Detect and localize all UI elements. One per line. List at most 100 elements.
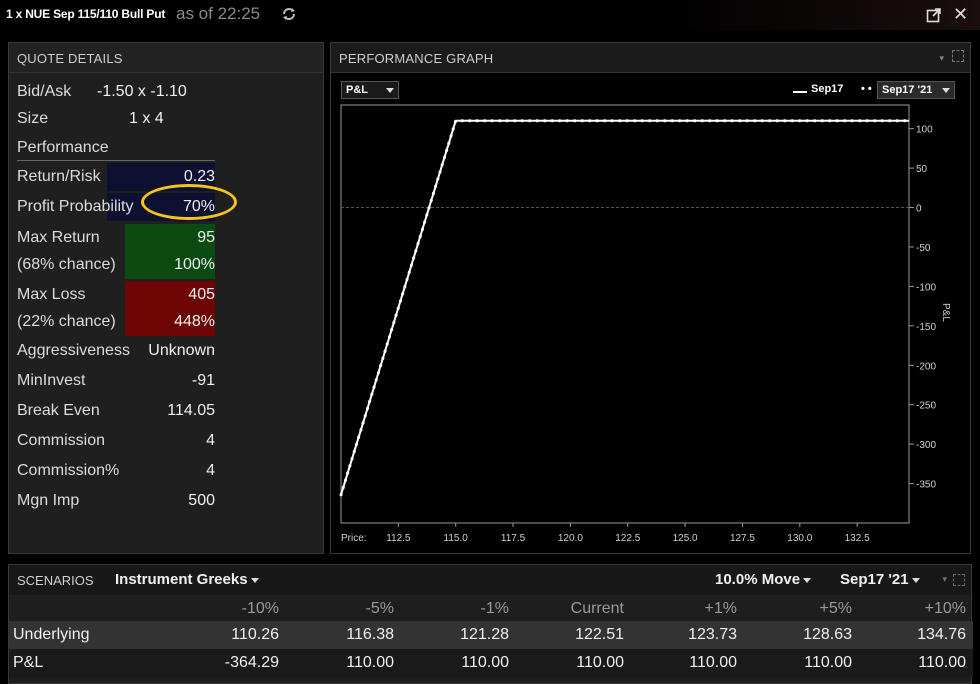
- chart-plot-area: [340, 104, 910, 524]
- expiry-dropdown-label: Sep17 '21: [882, 84, 933, 96]
- performance-section-label: Performance: [17, 139, 109, 156]
- commission-value: 4: [206, 432, 215, 449]
- window-title: 1 x NUE Sep 115/110 Bull Put: [6, 7, 166, 21]
- max-return-row: Max Return 95: [9, 224, 229, 252]
- y-tick-label: 50: [916, 164, 928, 175]
- return-risk-value: 0.23: [183, 168, 215, 185]
- panel-menu-icon[interactable]: ▾: [939, 53, 944, 63]
- metric-dropdown-label: P&L: [346, 84, 368, 96]
- max-return-pct: 100%: [174, 256, 215, 273]
- bid-ask-label: Bid/Ask: [17, 83, 72, 100]
- column-header: Current: [570, 600, 624, 617]
- bid-ask-value: -1.50 x -1.10: [97, 83, 187, 100]
- mininvest-row: MinInvest -91: [9, 367, 229, 395]
- table-cell: -364.29: [224, 654, 279, 671]
- performance-graph-title: PERFORMANCE GRAPH: [339, 51, 494, 66]
- commission-row: Commission 4: [9, 427, 229, 455]
- commission-pct-row: Commission% 4: [9, 457, 229, 485]
- profit-probability-label: Profit Probability: [17, 198, 134, 215]
- scenarios-header: SCENARIOS Instrument Greeks 10.0% Move S…: [9, 565, 971, 595]
- size-row: Size 1 x 4: [9, 105, 229, 133]
- chart-price-label: Price:: [341, 533, 367, 544]
- title-bar: 1 x NUE Sep 115/110 Bull Put as of 22:25…: [0, 0, 980, 30]
- commission-pct-value: 4: [206, 462, 215, 479]
- scenarios-panel: SCENARIOS Instrument Greeks 10.0% Move S…: [8, 564, 973, 684]
- quote-details-header: QUOTE DETAILS: [9, 43, 323, 73]
- x-tick-label: 132.5: [845, 533, 870, 544]
- table-cell: 134.76: [917, 626, 966, 643]
- series-line-solid: [340, 119, 909, 496]
- max-loss-label: Max Loss: [17, 286, 86, 303]
- max-return-chance-row: (68% chance) 100%: [9, 251, 229, 279]
- table-cell: 122.51: [575, 626, 624, 643]
- size-value: 1 x 4: [129, 110, 164, 127]
- x-tick-label: 115.0: [444, 533, 469, 544]
- view-dropdown[interactable]: Instrument Greeks: [115, 571, 259, 588]
- view-dropdown-label: Instrument Greeks: [115, 571, 248, 588]
- y-tick-label: -300: [916, 440, 936, 451]
- chevron-down-icon: [803, 577, 812, 583]
- performance-graph-panel: PERFORMANCE GRAPH ▾ P&L Sep17 • • Sep17 …: [330, 42, 971, 554]
- table-row: Underlying 110.26 116.38 121.28 122.51 1…: [9, 621, 973, 649]
- table-cell: 116.38: [346, 626, 394, 643]
- commission-label: Commission: [17, 432, 106, 449]
- column-header: -5%: [365, 600, 394, 617]
- chevron-down-icon: [942, 88, 950, 93]
- mininvest-value: -91: [191, 372, 215, 389]
- pnl-chart: 112.5 115.0 117.5 120.0 122.5 125.0 127.5 130.0…: [339, 104, 951, 544]
- table-cell: 128.63: [803, 626, 852, 643]
- performance-divider: [17, 160, 215, 161]
- table-row: P&L -364.29 110.00 110.00 110.00 110.00 …: [9, 649, 973, 677]
- aggressiveness-row: Aggressiveness Unknown: [9, 337, 229, 365]
- max-return-value: 95: [197, 229, 215, 246]
- table-cell: 121.28: [460, 626, 509, 643]
- legend-series-label: Sep17: [811, 83, 844, 95]
- max-loss-chance-label: (22% chance): [17, 313, 116, 330]
- max-loss-cell: [125, 281, 215, 309]
- mininvest-label: MinInvest: [17, 372, 86, 389]
- table-cell: 123.73: [688, 626, 737, 643]
- table-cell: 110.00: [461, 654, 509, 671]
- metric-dropdown[interactable]: P&L: [341, 81, 399, 99]
- column-header: +10%: [924, 600, 966, 617]
- return-risk-label: Return/Risk: [17, 168, 101, 185]
- aggressiveness-value: Unknown: [148, 342, 215, 359]
- x-tick-label: 120.0: [558, 533, 583, 544]
- expiry-dropdown[interactable]: Sep17 '21: [877, 81, 955, 99]
- x-tick-label: 112.5: [386, 533, 411, 544]
- close-icon[interactable]: ✕: [953, 4, 969, 24]
- y-tick-label: -100: [916, 282, 936, 293]
- expand-icon[interactable]: [952, 50, 964, 62]
- move-dropdown[interactable]: 10.0% Move: [715, 571, 812, 588]
- column-header: +1%: [704, 600, 737, 617]
- x-tick-label: 127.5: [730, 533, 755, 544]
- column-header: -10%: [241, 600, 279, 617]
- panel-menu-icon[interactable]: ▾: [942, 574, 947, 584]
- max-return-label: Max Return: [17, 229, 100, 246]
- y-tick-label: -50: [916, 243, 931, 254]
- mgn-imp-row: Mgn Imp 500: [9, 487, 229, 515]
- scenario-expiry-dropdown[interactable]: Sep17 '21: [840, 571, 920, 588]
- column-header: +5%: [819, 600, 852, 617]
- legend-dotted-swatch: • •: [861, 83, 872, 95]
- max-loss-row: Max Loss 405: [9, 281, 229, 309]
- popout-icon[interactable]: [926, 7, 942, 23]
- mgn-imp-value: 500: [188, 492, 215, 509]
- y-tick-label: -250: [916, 401, 936, 412]
- table-cell: 110.00: [918, 654, 966, 671]
- quote-details-title: QUOTE DETAILS: [17, 51, 123, 66]
- x-tick-label: 117.5: [501, 533, 526, 544]
- expand-icon[interactable]: [953, 574, 965, 586]
- break-even-value: 114.05: [167, 402, 215, 419]
- refresh-icon[interactable]: [281, 6, 297, 22]
- x-tick-label: 130.0: [787, 533, 812, 544]
- title-bar-accent: [660, 0, 980, 30]
- chevron-down-icon: [911, 577, 920, 583]
- size-label: Size: [17, 110, 49, 127]
- row-label-pnl: P&L: [13, 654, 44, 671]
- max-return-chance-label: (68% chance): [17, 256, 116, 273]
- table-cell: 110.00: [804, 654, 852, 671]
- scenario-column-header-row: -10% -5% -1% Current +1% +5% +10%: [9, 595, 973, 623]
- series-line-dotted: [339, 119, 911, 497]
- x-tick-label: 125.0: [673, 533, 698, 544]
